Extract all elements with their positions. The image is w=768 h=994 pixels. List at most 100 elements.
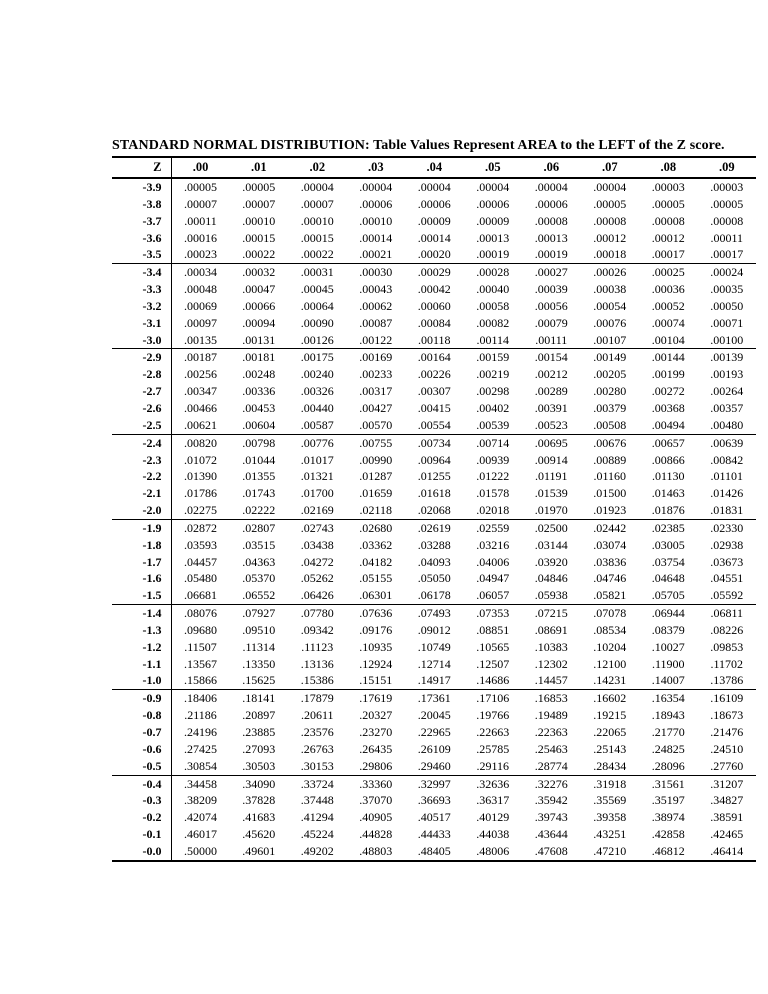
table-cell: .38591 [710, 810, 744, 825]
table-cell: .00104 [639, 331, 698, 350]
z-value: -3.2 [112, 297, 172, 315]
table-row: -3.7 .00011 .00010 .00010 .00010 .00009 .00009… [112, 212, 756, 230]
table-row: -1.6 .05480 .05370 .05262 .05155 .05050 .04947… [112, 570, 756, 588]
table-cell: .00019 [463, 246, 522, 265]
table-cell: .16109 [710, 691, 744, 706]
table-cell: .01463 [651, 486, 685, 501]
table-cell: .23270 [359, 725, 393, 739]
table-cell: .44433 [417, 827, 451, 842]
col-header: .02 [288, 157, 347, 179]
table-cell: .00159 [476, 350, 510, 365]
table-cell: .00233 [359, 367, 393, 382]
table-cell: .01426 [710, 486, 744, 501]
z-value: -0.5 [112, 757, 172, 776]
table-cell: .00326 [300, 384, 334, 399]
table-row: -3.4 .00034 .00032 .00031 .00030 .00029 .00028… [112, 263, 756, 282]
z-value: -0.1 [112, 826, 172, 843]
col-header: .04 [405, 157, 464, 179]
table-row: -3.3 .00048 .00047 .00045 .00043 .00042 .00040… [112, 281, 756, 298]
table-cell: .25785 [476, 741, 510, 756]
table-cell: .08851 [476, 622, 510, 637]
table-cell: .06426 [288, 587, 347, 606]
table-cell: .38974 [651, 810, 685, 825]
table-cell: .45224 [300, 827, 334, 842]
table-cell: .00695 [534, 435, 568, 450]
table-cell: .12302 [534, 656, 568, 671]
table-cell: .00415 [417, 400, 451, 415]
table-cell: .11702 [710, 656, 744, 671]
table-cell: .02385 [651, 520, 685, 535]
z-value: -1.1 [112, 655, 172, 673]
table-row: -1.0.15866.15625.15386.15151.14917.14686… [112, 672, 756, 691]
table-cell: .09510 [242, 622, 276, 637]
table-cell: .00126 [288, 331, 347, 350]
table-cell: .08226 [710, 622, 744, 637]
table-row: -3.6 .00016 .00015 .00015 .00014 .00014 .00013… [112, 229, 756, 247]
table-cell: .00007 [300, 196, 334, 211]
table-cell: .00024 [710, 265, 744, 280]
table-row: -2.2 .01390 .01355 .01321 .01287 .01255 .01222… [112, 468, 756, 486]
table-cell: .00914 [534, 452, 568, 467]
table-cell: .00005 [242, 180, 276, 194]
z-value: -2.1 [112, 485, 172, 503]
table-row: -2.1 .01786 .01743 .01700 .01659 .01618 .01578… [112, 485, 756, 503]
table-cell: .01618 [417, 486, 451, 501]
table-cell: .01831 [697, 502, 756, 520]
table-cell: .19215 [593, 708, 627, 723]
table-row: -0.9 .18406 .18141 .17879 .17619 .17361 .17106… [112, 689, 756, 708]
table-cell: .20327 [359, 708, 393, 723]
table-cell: .30854 [171, 757, 230, 776]
table-cell: .00164 [417, 350, 451, 365]
table-cell: .00054 [593, 298, 627, 313]
table-cell: .20611 [300, 708, 334, 723]
table-cell: .00866 [651, 452, 685, 467]
table-cell: .00539 [463, 416, 522, 435]
table-cell: .00842 [710, 452, 744, 467]
table-cell: .00820 [184, 435, 217, 450]
table-row: -0.5.30854.30503.30153.29806.29460.29116… [112, 757, 756, 776]
table-cell: .27760 [697, 757, 756, 776]
table-cell: .42074 [184, 810, 217, 825]
table-cell: .40129 [476, 810, 510, 825]
table-cell: .46812 [651, 843, 685, 858]
table-cell: .07078 [593, 606, 627, 621]
table-cell: .00066 [242, 298, 276, 313]
z-value: -1.2 [112, 638, 172, 656]
z-value: -3.6 [112, 229, 172, 247]
table-cell: .00755 [359, 435, 393, 450]
table-cell: .00008 [593, 213, 627, 228]
table-cell: .07493 [417, 606, 451, 621]
table-cell: .00100 [697, 331, 756, 350]
table-cell: .00466 [184, 400, 217, 415]
table-cell: .00027 [534, 265, 568, 280]
table-cell: .02938 [710, 537, 744, 552]
table-cell: .16853 [534, 691, 568, 706]
table-cell: .04182 [359, 554, 393, 569]
table-cell: .00289 [534, 384, 568, 399]
table-cell: .00014 [359, 230, 393, 245]
table-cell: .01500 [593, 486, 627, 501]
table-row: -3.8 .00007 .00007 .00007 .00006 .00006 .00006… [112, 195, 756, 213]
table-cell: .08534 [593, 622, 627, 637]
table-cell: .13350 [242, 656, 276, 671]
table-cell: .00453 [242, 400, 276, 415]
table-cell: .06681 [171, 587, 230, 606]
table-cell: .14231 [580, 672, 639, 691]
table-cell: .05938 [522, 587, 581, 606]
table-cell: .01743 [242, 486, 276, 501]
table-cell: .09342 [300, 622, 334, 637]
table-row: -0.3 .38209 .37828 .37448 .37070 .36693 .36317… [112, 792, 756, 810]
table-cell: .01017 [300, 452, 334, 467]
table-cell: .13567 [184, 656, 217, 671]
table-cell: .02018 [463, 502, 522, 520]
table-cell: .00009 [417, 213, 451, 228]
table-cell: .38209 [184, 793, 217, 808]
table-cell: .00011 [184, 213, 217, 228]
table-cell: .24196 [184, 725, 217, 739]
z-value: -3.0 [112, 331, 172, 350]
table-cell: .00004 [476, 180, 510, 194]
z-value: -3.7 [112, 212, 172, 230]
table-cell: .01191 [534, 469, 568, 484]
table-cell: .00131 [229, 331, 288, 350]
table-cell: .17106 [476, 691, 510, 706]
